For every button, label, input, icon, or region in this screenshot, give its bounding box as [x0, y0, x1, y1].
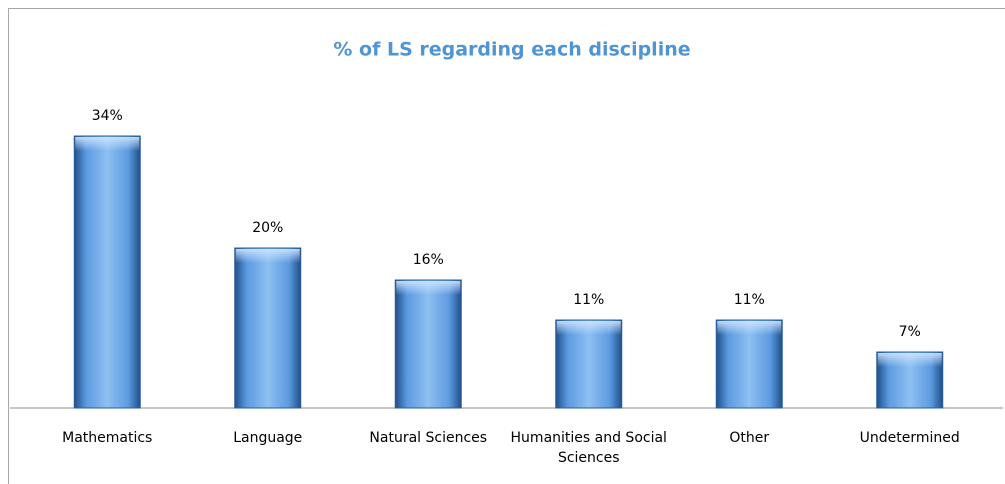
chart-title: % of LS regarding each discipline: [333, 39, 690, 61]
value-label: 11%: [734, 292, 765, 308]
x-tick-label: Humanities and Social Sciences: [510, 430, 667, 466]
bar: [234, 247, 302, 409]
value-label: 7%: [899, 324, 921, 340]
chart-border: [8, 8, 1005, 484]
bar-highlight: [75, 137, 140, 151]
bar-highlight: [877, 353, 942, 367]
x-tick-label: Language: [233, 430, 303, 446]
value-label: 16%: [413, 252, 444, 268]
bar: [73, 135, 141, 409]
x-tick-label: Other: [729, 430, 770, 446]
bar: [394, 279, 462, 409]
x-tick-label: Natural Sciences: [369, 430, 488, 446]
bar-highlight: [235, 249, 300, 263]
value-label: 34%: [92, 108, 123, 124]
value-label: 11%: [573, 292, 604, 308]
bar-highlight: [717, 321, 782, 335]
x-tick-label: Undetermined: [859, 430, 960, 446]
bar-highlight: [556, 321, 621, 335]
value-label: 20%: [252, 220, 283, 236]
x-tick-label: Mathematics: [62, 430, 153, 446]
bar-highlight: [396, 281, 461, 295]
